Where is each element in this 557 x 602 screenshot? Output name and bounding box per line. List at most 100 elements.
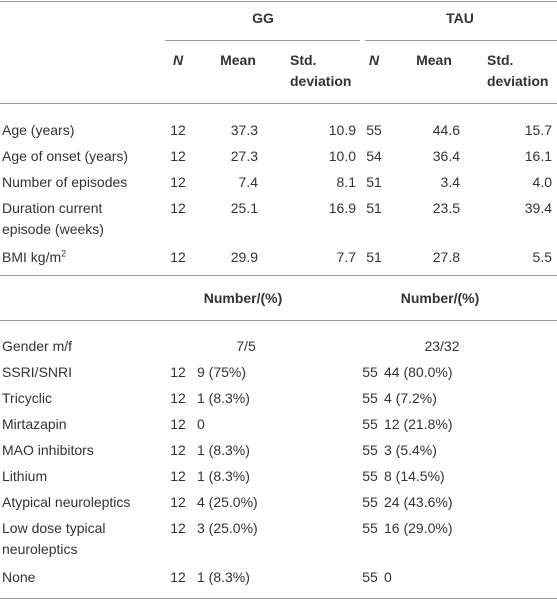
group-header: GG	[252, 10, 274, 26]
cell: 27.3	[230, 148, 258, 164]
cell: 7/5	[236, 338, 256, 354]
cell: 24 (43.6%)	[384, 494, 453, 510]
rule	[365, 40, 557, 41]
cell: 55	[366, 122, 382, 138]
row-label-text: Age (years)	[2, 122, 75, 138]
row-label-text: Duration current episode (weeks)	[2, 200, 104, 237]
cell: 1 (8.3%)	[197, 442, 250, 458]
cell: 4 (7.2%)	[384, 390, 437, 406]
column-header: N	[368, 52, 380, 68]
cell: 10.9	[328, 122, 356, 138]
cell: 1 (8.3%)	[197, 390, 250, 406]
column-header: N	[172, 52, 184, 68]
row-label: Low dose typical neuroleptics	[2, 520, 106, 557]
cell: 12	[170, 122, 186, 138]
rule	[165, 40, 360, 41]
cell: 3 (5.4%)	[384, 442, 437, 458]
row-label: Gender m/f	[2, 338, 73, 354]
cell: 12	[170, 442, 186, 458]
row-label: Lithium	[2, 468, 48, 484]
row-label: MAO inhibitors	[2, 442, 94, 458]
cell: 12	[170, 200, 186, 216]
cell: 55	[362, 569, 378, 585]
cell: 55	[362, 390, 378, 406]
cell: 12	[170, 416, 186, 432]
row-label: Mirtazapin	[2, 416, 67, 432]
cell: 51	[366, 249, 382, 265]
cell: 12	[170, 468, 186, 484]
cell: 54	[366, 148, 382, 164]
column-header: Std. deviation	[487, 52, 549, 89]
cell: 10.0	[328, 148, 356, 164]
cell: 55	[362, 468, 378, 484]
cell: 4 (25.0%)	[197, 494, 258, 510]
cell: 8.1	[336, 174, 356, 190]
section-header: Number/(%)	[400, 290, 480, 306]
rule	[0, 320, 557, 321]
cell: 1 (8.3%)	[197, 569, 250, 585]
rule	[0, 1, 557, 2]
cell: 44.6	[432, 122, 460, 138]
cell: 12	[170, 494, 186, 510]
row-label: Atypical neuroleptics	[2, 494, 131, 510]
cell: 37.3	[230, 122, 258, 138]
column-header: Std. deviation	[290, 52, 352, 89]
superscript: 2	[61, 248, 67, 259]
cell: 23/32	[424, 338, 460, 354]
row-label: Tricyclic	[2, 390, 53, 406]
row-label: Age of onset (years)	[2, 146, 152, 167]
cell: 55	[362, 364, 378, 380]
column-header: Mean	[416, 52, 452, 68]
cell: 12	[170, 520, 186, 536]
cell: 55	[362, 494, 378, 510]
section-header: Number/(%)	[203, 290, 283, 306]
cell: 55	[362, 416, 378, 432]
cell: 29.9	[230, 249, 258, 265]
cell: 1 (8.3%)	[197, 468, 250, 484]
cell: 16 (29.0%)	[384, 520, 453, 536]
cell: 51	[366, 200, 382, 216]
cell: 55	[362, 442, 378, 458]
column-header: Mean	[220, 52, 256, 68]
row-label-text: Age of onset (years)	[2, 148, 129, 164]
cell: 3.4	[440, 174, 460, 190]
cell: 5.5	[532, 249, 552, 265]
cell: 8 (14.5%)	[384, 468, 445, 484]
cell: 12	[170, 249, 186, 265]
row-label: Duration current episode (weeks)	[2, 198, 152, 240]
cell: 7.7	[336, 249, 356, 265]
cell: 3 (25.0%)	[197, 520, 258, 536]
cell: 44 (80.0%)	[384, 364, 453, 380]
cell: 0	[384, 569, 392, 585]
group-header: TAU	[446, 10, 474, 26]
cell: 16.1	[524, 148, 552, 164]
cell: 36.4	[432, 148, 460, 164]
cell: 12	[170, 364, 186, 380]
cell: 0	[197, 416, 205, 432]
row-label: BMI kg/m2	[2, 247, 152, 268]
cell: 23.5	[432, 200, 460, 216]
rule	[0, 275, 557, 276]
row-label-text: BMI kg/m	[2, 249, 62, 265]
rule	[0, 598, 557, 599]
row-label: SSRI/SNRI	[2, 364, 73, 380]
cell: 12	[170, 174, 186, 190]
cell: 7.4	[238, 174, 258, 190]
cell: 27.8	[432, 249, 460, 265]
cell: 4.0	[532, 174, 552, 190]
cell: 12 (21.8%)	[384, 416, 453, 432]
row-label: Age (years)	[2, 120, 152, 141]
cell: 12	[170, 390, 186, 406]
cell: 9 (75%)	[197, 364, 247, 380]
cell: 12	[170, 148, 186, 164]
cell: 39.4	[524, 200, 552, 216]
cell: 15.7	[524, 122, 552, 138]
cell: 55	[362, 520, 378, 536]
row-label: Number of episodes	[2, 172, 152, 193]
cell: 12	[170, 569, 186, 585]
cell: 51	[366, 174, 382, 190]
row-label: None	[2, 569, 36, 585]
rule	[0, 103, 557, 104]
cell: 16.9	[328, 200, 356, 216]
